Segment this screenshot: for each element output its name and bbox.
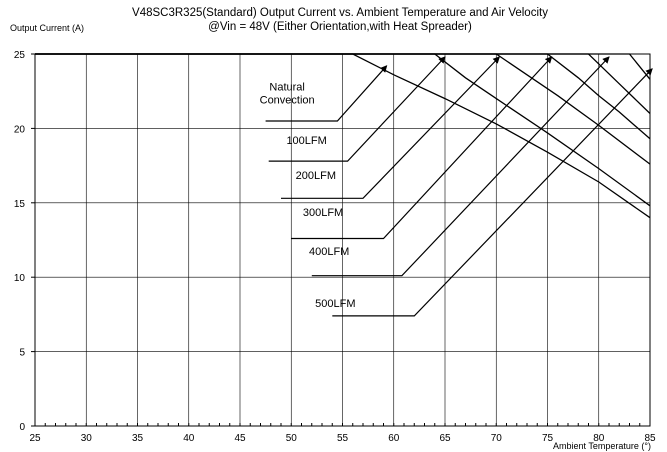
series-lines xyxy=(35,53,651,219)
series-annotation-label: 500LFM xyxy=(315,298,355,310)
series-annotation-label: 300LFM xyxy=(303,207,343,219)
gridlines xyxy=(35,54,650,426)
y-tick-label: 15 xyxy=(14,199,26,210)
x-tick-label: 80 xyxy=(593,433,605,444)
x-axis-label: Ambient Temperature (°) xyxy=(553,441,651,451)
series-annotation-label: Convection xyxy=(260,94,315,106)
series-annotation-label: 100LFM xyxy=(286,135,326,147)
y-tick-label: 10 xyxy=(14,273,26,284)
x-tick-label: 75 xyxy=(542,433,554,444)
x-tick-label: 60 xyxy=(388,433,400,444)
annotation-leader xyxy=(281,56,500,199)
annotation-leader xyxy=(311,56,610,277)
annotation-leader xyxy=(291,56,553,240)
x-tick-label: 65 xyxy=(439,433,451,444)
x-tick-label: 25 xyxy=(29,433,41,444)
series-annotation-label: 200LFM xyxy=(296,170,336,182)
chart-title: V48SC3R325(Standard) Output Current vs. … xyxy=(132,7,548,19)
y-tick-label: 5 xyxy=(19,348,25,359)
x-tick-label: 30 xyxy=(81,433,93,444)
y-tick-label: 25 xyxy=(14,50,26,61)
y-tick-label: 0 xyxy=(19,422,25,433)
axes: 25 30 35 40 45 50 55 60 65 70 75 80 85 0 5 10 15 20 25 xyxy=(14,50,656,444)
x-tick-label: 50 xyxy=(286,433,298,444)
annotation-leader xyxy=(265,65,388,122)
x-tick-label: 55 xyxy=(337,433,349,444)
x-tick-label: 40 xyxy=(183,433,195,444)
series-line xyxy=(35,53,651,219)
annotation-leader xyxy=(332,68,653,317)
x-tick-label: 85 xyxy=(644,433,656,444)
chart-subtitle: @Vin = 48V (Either Orientation,with Heat… xyxy=(208,21,472,33)
y-axis-label: Output Current (A) xyxy=(10,23,84,33)
x-tick-label: 45 xyxy=(234,433,246,444)
x-tick-label: 70 xyxy=(491,433,503,444)
x-tick-label: 35 xyxy=(132,433,144,444)
series-annotation-label: 400LFM xyxy=(309,246,349,258)
series-annotation-label: Natural xyxy=(269,81,304,93)
y-tick-label: 20 xyxy=(14,124,26,135)
series-line xyxy=(35,53,651,80)
annotation-leader xyxy=(268,56,446,162)
